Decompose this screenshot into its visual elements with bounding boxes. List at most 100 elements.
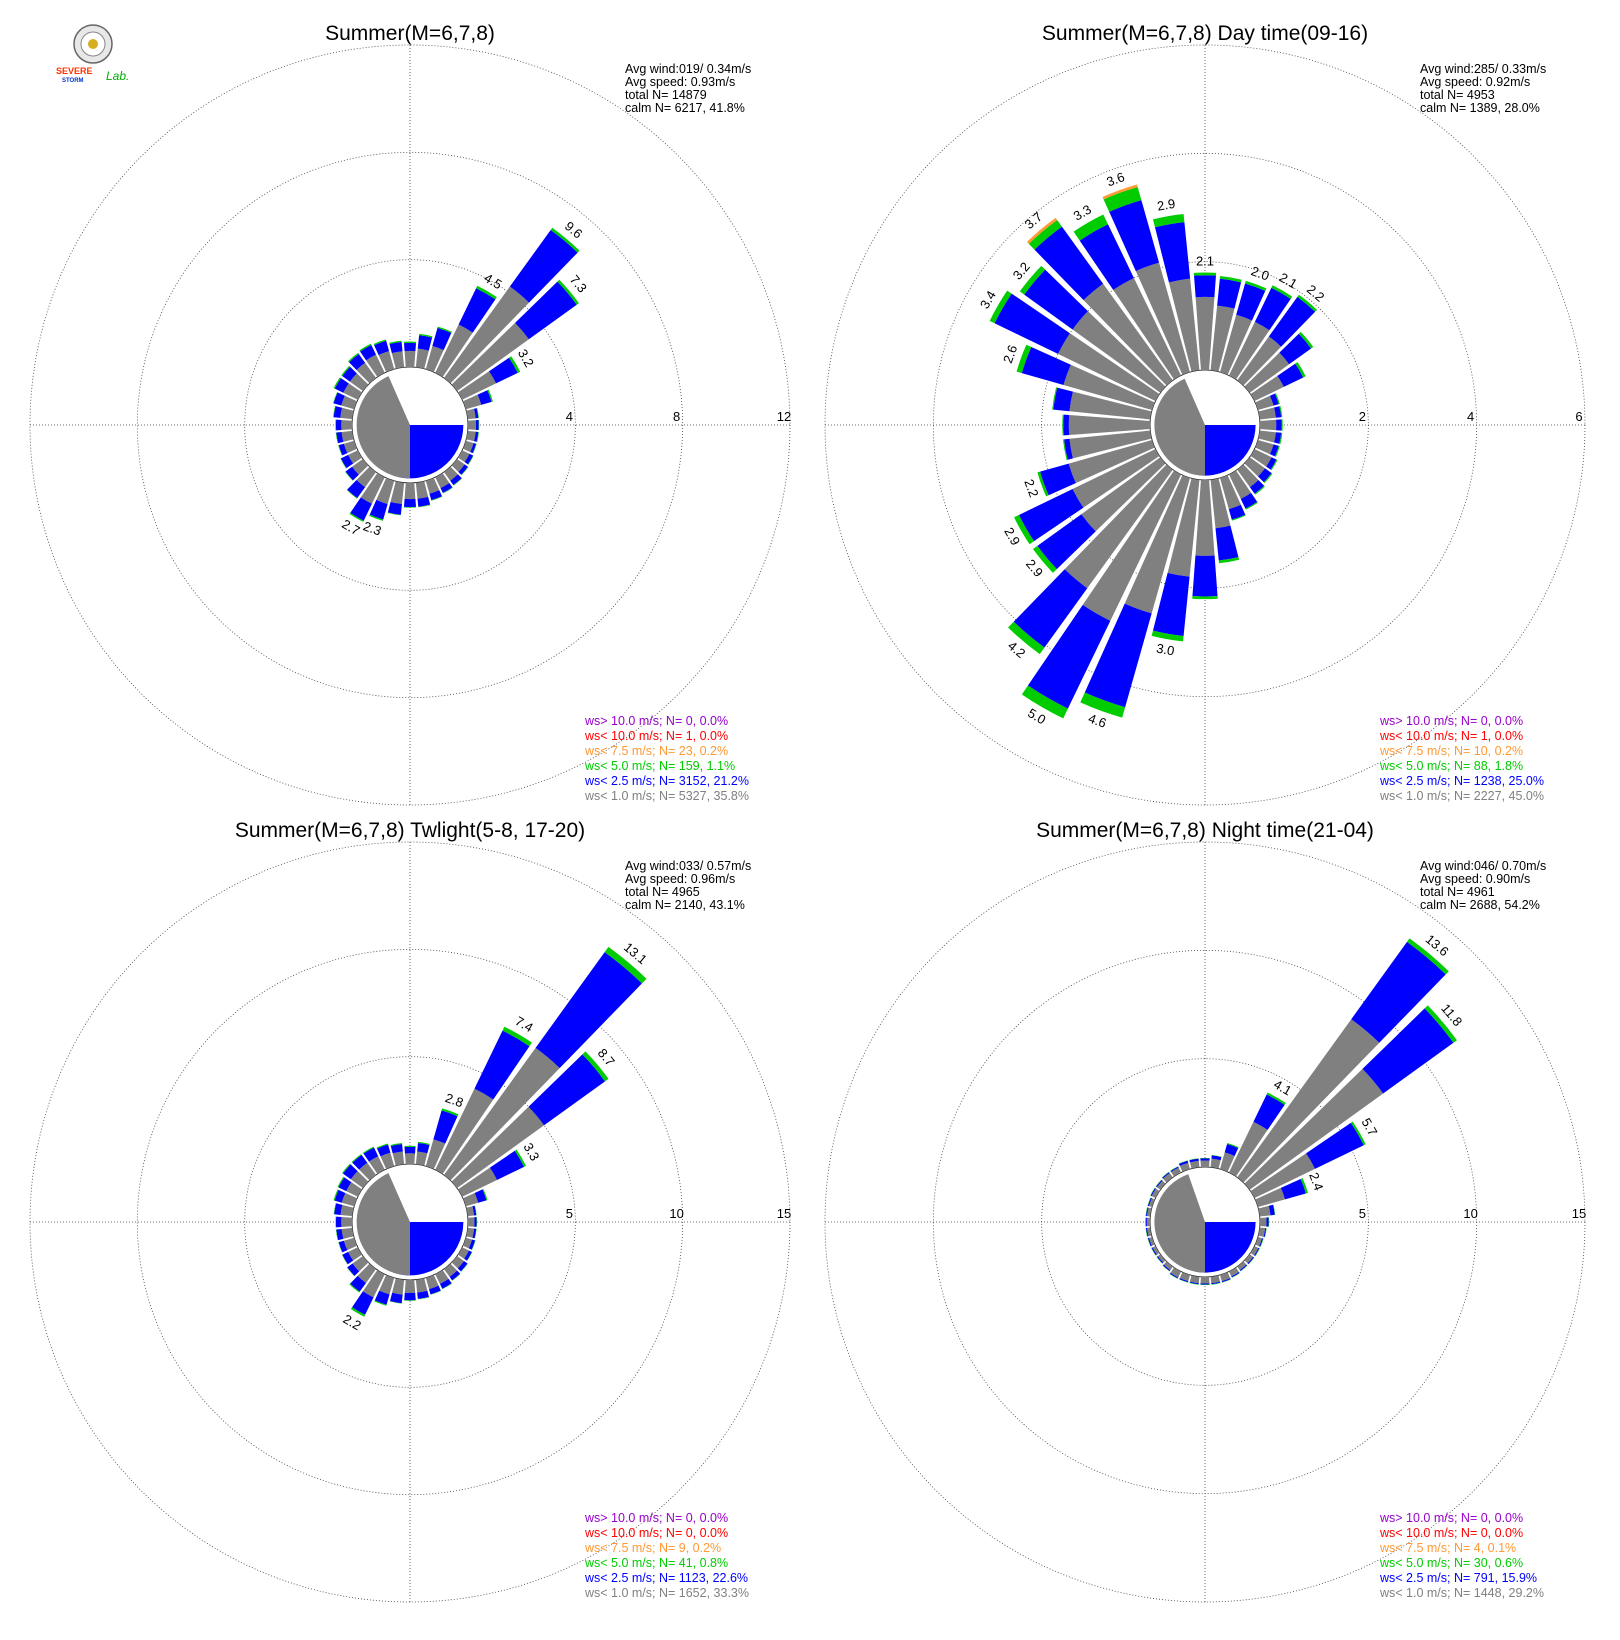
stat-avg-wind: Avg wind:019/ 0.34m/s <box>625 62 751 76</box>
ring-label: 15 <box>1572 1206 1586 1221</box>
bar-segment-green <box>340 458 347 469</box>
bar-segment-gray <box>1237 464 1259 488</box>
bar-segment-blue <box>1189 1158 1199 1163</box>
bar-segment-green <box>350 1307 366 1317</box>
bar-segment-blue <box>1189 1281 1199 1285</box>
legend-item: ws< 7.5 m/s; N= 9, 0.2% <box>584 1541 721 1555</box>
bar-segment-green <box>1279 405 1283 418</box>
legend-item: ws< 2.5 m/s; N= 791, 15.9% <box>1379 1571 1537 1585</box>
bar-segment-gray <box>376 477 395 505</box>
bar-segment-green <box>1245 501 1258 510</box>
bar-segment-gray <box>362 1269 385 1298</box>
bar-label: 3.7 <box>1022 209 1045 232</box>
bar-segment-blue <box>1155 1179 1163 1188</box>
bar-segment-gray <box>425 1274 439 1290</box>
bar-segment-blue <box>1268 296 1316 347</box>
bar-segment-blue <box>1179 1278 1189 1283</box>
bar-segment-gray <box>1244 1068 1384 1190</box>
logo-severe-text: SEVERE <box>56 66 93 76</box>
bar-segment-blue <box>1084 603 1152 708</box>
bar-segment-green <box>403 506 417 508</box>
bar-segment-gray <box>1259 1217 1267 1227</box>
bar-label: 3.6 <box>1105 169 1127 189</box>
bar-segment-blue <box>1269 444 1279 457</box>
bar-segment-gray <box>443 466 458 481</box>
range-ring <box>136 948 684 1496</box>
bar-segment-green <box>1295 362 1306 378</box>
bar-label: 7.4 <box>513 1013 536 1035</box>
bar-segment-gray <box>1258 1205 1271 1217</box>
bar-segment-gray <box>380 1152 395 1170</box>
bar-segment-blue <box>1240 492 1258 509</box>
bar-segment-blue <box>334 1189 346 1203</box>
legend-item: ws< 1.0 m/s; N= 1652, 33.3% <box>584 1586 749 1600</box>
bar-segment-green <box>333 1189 339 1201</box>
calm-blue-wedge <box>393 1222 464 1276</box>
bar-segment-gray <box>1255 439 1274 455</box>
bar-segment-gray <box>348 1247 363 1261</box>
stat-total: total N= 4953 <box>1420 88 1495 102</box>
bar-segment-gray <box>1151 1188 1160 1199</box>
bar-segment-blue <box>1151 1247 1157 1256</box>
bar-segment-green <box>509 356 521 373</box>
bar-segment-gray <box>1170 1267 1182 1278</box>
bar-segment-blue <box>1162 1172 1170 1179</box>
stat-avg-speed: Avg speed: 0.96m/s <box>625 872 735 886</box>
bar-segment-green <box>373 339 387 346</box>
bar-segment-gray <box>1228 1267 1239 1277</box>
bar-segment-blue <box>342 366 357 382</box>
bar-segment-green <box>430 1290 441 1295</box>
bar-segment-green <box>1274 393 1280 405</box>
bar-segment-gray <box>1081 457 1166 532</box>
bar-segment-blue <box>350 1275 367 1292</box>
bar-segment-green <box>418 1141 430 1145</box>
bar-segment-green <box>1350 1121 1366 1146</box>
bar-segment-green <box>1178 1160 1188 1164</box>
bar-segment-green <box>1150 1187 1156 1196</box>
bar-label: 2.8 <box>443 1090 465 1110</box>
bar-segment-green <box>341 1254 348 1265</box>
bar-segment-gray <box>392 1151 405 1166</box>
bar-segment-blue <box>1021 346 1071 385</box>
bar-segment-blue <box>1249 479 1265 494</box>
bar-segment-blue <box>1169 1272 1179 1279</box>
bar-segment-green <box>337 1176 345 1188</box>
bar-segment-green <box>453 478 463 486</box>
bar-segment-blue <box>333 392 345 406</box>
bar-segment-gray <box>1147 1227 1152 1237</box>
bar-segment-blue <box>1079 224 1134 290</box>
bar-label: 3.0 <box>1155 641 1175 659</box>
bar-segment-green <box>1263 473 1273 483</box>
range-ring <box>244 1056 576 1388</box>
bar-segment-green <box>1147 1197 1151 1206</box>
bar-segment-green <box>1218 557 1240 564</box>
bar-segment-green <box>476 285 497 300</box>
bar-segment-green <box>403 341 417 344</box>
bar-segment-green <box>1189 1282 1199 1285</box>
bar-segment-green <box>1254 1248 1260 1257</box>
bar-label: 9.6 <box>562 218 585 241</box>
bar-segment-green <box>418 504 431 508</box>
bar-segment-green <box>1211 1282 1221 1285</box>
ring-label: 4 <box>1467 409 1474 424</box>
bar-segment-green <box>1211 1154 1222 1158</box>
bar-segment-gray <box>1135 262 1191 375</box>
bar-segment-gray <box>1069 430 1152 459</box>
ring-label: 10 <box>1463 1206 1477 1221</box>
bar-segment-green <box>374 1300 387 1306</box>
bar-segment-blue <box>439 1278 452 1289</box>
stat-calm: calm N= 2140, 43.1% <box>625 898 745 912</box>
bar-segment-blue <box>474 1030 530 1100</box>
bar-segment-gray <box>1258 407 1276 420</box>
bar-segment-orange <box>1102 184 1138 200</box>
bar-segment-blue <box>472 1228 477 1239</box>
bar-segment-blue <box>347 480 366 499</box>
legend-item: ws< 10.0 m/s; N= 1, 0.0% <box>1379 729 1523 743</box>
bar-segment-blue <box>345 466 359 481</box>
bar-segment-gray <box>1258 1227 1266 1237</box>
bar-segment-blue <box>338 443 348 456</box>
stat-total: total N= 14879 <box>625 88 707 102</box>
bar-segment-green <box>471 1240 476 1250</box>
bar-segment-green <box>1274 445 1280 457</box>
bar-segment-green <box>550 227 580 253</box>
